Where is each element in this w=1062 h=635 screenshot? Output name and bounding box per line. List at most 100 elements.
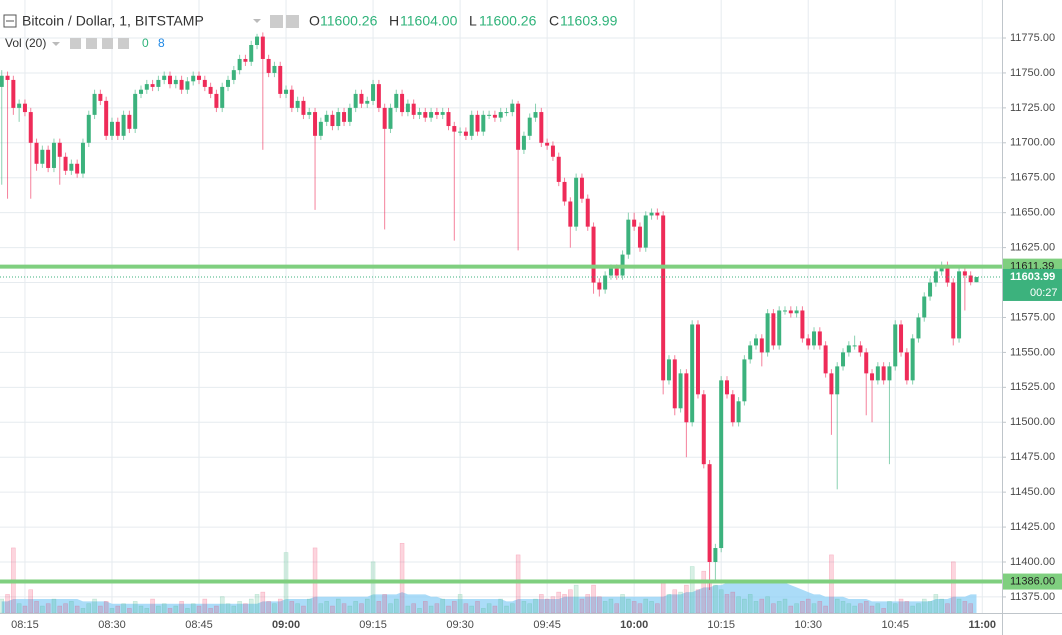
close-value: 11603.99 — [560, 13, 618, 29]
y-tick-label: 11450.00 — [1010, 486, 1055, 498]
volume-bar — [388, 603, 393, 614]
volume-bar — [951, 561, 956, 614]
y-tick-label: 11700.00 — [1010, 137, 1055, 149]
candle-body — [295, 100, 300, 108]
volume-bar — [602, 601, 608, 614]
volume-bar — [324, 601, 329, 614]
candle-body — [371, 84, 376, 101]
y-tick-label: 11750.00 — [1010, 67, 1055, 79]
collapse-icon[interactable] — [3, 14, 17, 28]
volume-bar — [185, 608, 190, 614]
candle-body — [214, 93, 219, 108]
volume-bar — [74, 605, 80, 614]
close-icon[interactable] — [286, 15, 299, 28]
volume-bar — [527, 603, 532, 614]
settings-icon[interactable] — [270, 15, 283, 28]
volume-bar — [794, 603, 799, 614]
volume-bar — [771, 603, 776, 614]
candle-body — [812, 331, 817, 346]
volume-bar — [753, 601, 759, 614]
candle-body — [806, 338, 811, 346]
volume-bar — [689, 566, 695, 614]
x-tick-label: 09:45 — [533, 619, 561, 631]
volume-bar — [16, 603, 22, 614]
last-price-bg — [1003, 268, 1062, 301]
candle-body — [243, 58, 248, 62]
candle-body — [434, 112, 439, 115]
candle-body — [933, 271, 938, 283]
candle-body — [34, 142, 39, 164]
candle-body — [655, 212, 660, 216]
volume-bar — [510, 603, 515, 614]
candle-body — [545, 142, 550, 146]
volume-bar — [86, 603, 92, 614]
vol-icon-3[interactable] — [102, 38, 113, 49]
candle-body — [603, 275, 608, 290]
candle-body — [753, 338, 758, 346]
candle-body — [846, 345, 851, 353]
vol-icon-1[interactable] — [70, 38, 81, 49]
candle-body — [289, 89, 294, 108]
volume-bar — [63, 603, 68, 614]
candle-body — [504, 112, 509, 114]
volume-bar — [57, 605, 63, 614]
candle-body — [829, 373, 834, 395]
candle-body — [777, 310, 782, 346]
volume-bar — [858, 603, 863, 614]
volume-bar — [927, 601, 933, 614]
volume-bar — [904, 601, 910, 614]
candle-body — [852, 345, 857, 347]
candle-body — [783, 310, 788, 312]
candle-body — [80, 142, 85, 174]
candle-body — [260, 36, 265, 59]
volume-bar — [214, 605, 219, 614]
volume-bar — [695, 589, 701, 614]
candle-body — [22, 103, 27, 113]
candle-body — [86, 114, 91, 143]
volume-bar — [747, 594, 753, 614]
volume-bar — [817, 601, 823, 614]
volume-bar — [22, 605, 28, 614]
candle-body — [568, 201, 573, 227]
volume-bar — [231, 605, 237, 614]
y-tick-label: 11575.00 — [1010, 311, 1055, 323]
vol-icon-4[interactable] — [118, 38, 129, 49]
volume-bar — [655, 603, 660, 614]
volume-bar — [202, 598, 208, 614]
vol-dropdown-icon[interactable] — [52, 42, 60, 46]
candle-body — [191, 75, 196, 82]
candle-body — [899, 324, 904, 353]
volume-bar — [179, 601, 184, 614]
volume-bar — [968, 603, 973, 614]
volume-bar — [405, 605, 411, 614]
x-tick-label: 11:00 — [969, 619, 997, 631]
candle-body — [51, 142, 56, 168]
candle-body — [765, 313, 770, 353]
volume-bar — [556, 591, 561, 614]
candle-body — [11, 79, 16, 108]
candle-body — [968, 275, 973, 283]
dropdown-icon[interactable] — [253, 19, 261, 23]
volume-bar — [887, 601, 892, 614]
candle-body — [719, 380, 724, 549]
volume-bar — [452, 601, 457, 614]
candle-body — [307, 112, 312, 115]
candle-body — [713, 548, 718, 562]
volume-bar — [579, 598, 585, 614]
candle-body — [730, 394, 735, 423]
volume-bar — [428, 605, 434, 614]
volume-bar — [515, 554, 521, 614]
candle-body — [429, 112, 434, 118]
volume-bar — [289, 601, 295, 614]
volume-bar — [156, 605, 161, 614]
candle-body — [144, 84, 149, 90]
vol-icon-2[interactable] — [86, 38, 97, 49]
candle-body — [945, 265, 950, 283]
candle-body — [63, 156, 68, 171]
volume-bar — [759, 598, 765, 614]
low-label: L — [469, 13, 477, 29]
volume-bar — [260, 591, 266, 614]
candle-body — [231, 70, 236, 80]
candle-body — [255, 36, 260, 45]
